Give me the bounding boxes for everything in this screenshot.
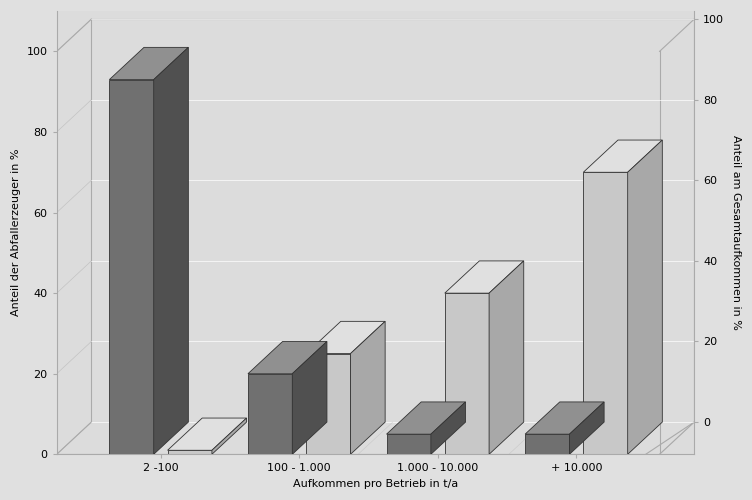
Polygon shape <box>248 374 293 454</box>
Polygon shape <box>248 342 327 374</box>
Y-axis label: Anteil der Abfallerzeuger in %: Anteil der Abfallerzeuger in % <box>11 149 21 316</box>
Polygon shape <box>569 402 604 454</box>
Polygon shape <box>109 80 153 454</box>
X-axis label: Aufkommen pro Betrieb in t/a: Aufkommen pro Betrieb in t/a <box>293 479 458 489</box>
Polygon shape <box>306 354 350 454</box>
Polygon shape <box>525 402 604 434</box>
Polygon shape <box>293 342 327 454</box>
Polygon shape <box>212 418 247 455</box>
Polygon shape <box>109 48 188 80</box>
Polygon shape <box>431 402 465 454</box>
Polygon shape <box>444 261 523 293</box>
Polygon shape <box>387 434 431 454</box>
Polygon shape <box>584 172 628 454</box>
Polygon shape <box>628 140 663 454</box>
Polygon shape <box>168 450 212 454</box>
Polygon shape <box>153 48 188 454</box>
Polygon shape <box>525 434 569 454</box>
Polygon shape <box>387 402 465 434</box>
Polygon shape <box>168 418 247 450</box>
Polygon shape <box>306 322 385 354</box>
Polygon shape <box>350 322 385 454</box>
Polygon shape <box>584 140 663 172</box>
Polygon shape <box>489 261 523 454</box>
Polygon shape <box>444 293 489 454</box>
Y-axis label: Anteil am Gesamtaufkommen in %: Anteil am Gesamtaufkommen in % <box>731 136 741 330</box>
